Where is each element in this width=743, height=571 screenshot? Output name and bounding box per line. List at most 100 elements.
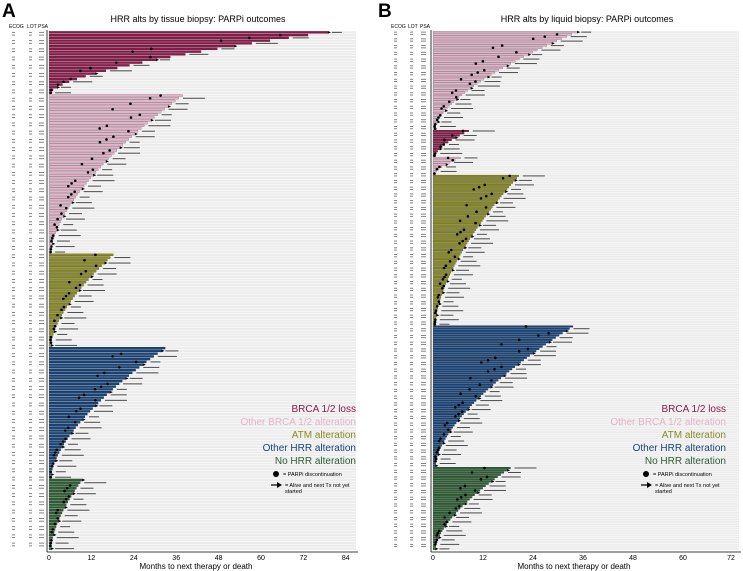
panel-b-annotation-mark bbox=[421, 490, 426, 491]
panel-b-annotation-mark bbox=[421, 263, 426, 264]
panel-a-annotation-mark bbox=[29, 97, 32, 99]
panel-a-annotation-mark bbox=[12, 435, 15, 437]
panel-b-row-lane bbox=[433, 222, 739, 224]
panel-a-annotation-mark bbox=[12, 526, 15, 528]
panel-a-discontinuation-dot bbox=[115, 61, 118, 64]
panel-b-annotation-mark bbox=[421, 58, 426, 60]
panel-a-annotation-mark bbox=[29, 257, 32, 258]
panel-a-annotation-mark bbox=[12, 229, 15, 231]
panel-b-annotation-mark bbox=[421, 483, 426, 485]
panel-a-row-lane bbox=[49, 160, 356, 163]
panel-a-annotation-mark bbox=[39, 353, 44, 355]
panel-a-row-lane bbox=[49, 190, 356, 193]
panel-a-annotation-mark bbox=[12, 388, 15, 390]
panel-b-gene-annotation bbox=[492, 211, 503, 213]
panel-a-bar bbox=[48, 253, 114, 256]
panel-a-bar bbox=[48, 481, 81, 484]
panel-b-alive-arrow bbox=[435, 464, 439, 468]
panel-b-gene-annotation bbox=[439, 319, 459, 321]
panel-b-bar bbox=[432, 536, 439, 539]
panel-b-annotation-mark bbox=[394, 31, 397, 33]
panel-b-annotation-mark bbox=[410, 510, 413, 512]
panel-b-annotation-mark bbox=[394, 411, 397, 413]
panel-b-annotation-mark bbox=[410, 350, 413, 352]
panel-a-annotation-mark bbox=[12, 59, 15, 61]
panel-a-gene-annotation bbox=[87, 284, 104, 286]
panel-a-row-lane bbox=[49, 511, 356, 515]
panel-a-annotation-mark bbox=[29, 254, 32, 256]
panel-b-gene-annotation bbox=[570, 36, 587, 38]
panel-a-annotation-mark bbox=[39, 303, 44, 305]
panel-b-bar bbox=[432, 121, 438, 123]
panel-a-discontinuation-dot bbox=[54, 511, 58, 515]
panel-b-gene-annotation bbox=[495, 480, 506, 482]
panel-b-discontinuation-dot bbox=[444, 273, 448, 277]
panel-a-discontinuation-dot bbox=[49, 248, 53, 251]
panel-a-annotation-mark bbox=[39, 394, 44, 396]
panel-b-discontinuation-dot bbox=[434, 457, 438, 461]
panel-b-bar bbox=[432, 482, 489, 485]
panel-a-row-lane bbox=[49, 509, 356, 512]
panel-a-annotation-mark bbox=[29, 306, 32, 308]
panel-a-annotation-mark bbox=[29, 493, 32, 495]
panel-b-annotation-mark bbox=[410, 388, 413, 390]
panel-b-annotation-mark bbox=[421, 47, 426, 49]
panel-a-bar bbox=[48, 64, 130, 67]
panel-a-annotation-mark bbox=[39, 419, 44, 421]
panel-a-bar bbox=[48, 66, 118, 70]
panel-b-row-lane bbox=[433, 62, 739, 65]
panel-b-annotation-mark bbox=[394, 47, 397, 49]
panel-b-row-lane bbox=[433, 40, 739, 43]
panel-a-annotation-mark bbox=[12, 331, 15, 333]
panel-a-annotation-mark bbox=[39, 232, 44, 234]
panel-a-gene-annotation bbox=[73, 81, 93, 83]
panel-a-annotation-mark bbox=[39, 427, 44, 429]
panel-a-gene-annotation bbox=[189, 53, 209, 55]
panel-a-annotation-mark bbox=[12, 306, 15, 308]
panel-b-annotation-mark bbox=[394, 465, 397, 467]
panel-b-row-lane bbox=[433, 100, 739, 103]
panel-a-row-lane bbox=[49, 196, 356, 199]
panel-b-annotation-mark bbox=[394, 195, 397, 197]
panel-a-annotation-mark bbox=[29, 232, 32, 234]
panel-b-annotation-mark bbox=[394, 523, 397, 525]
panel-b-discontinuation-dot bbox=[433, 127, 437, 131]
panel-a-annotation-mark bbox=[29, 215, 32, 217]
panel-a-row-lane bbox=[49, 404, 356, 407]
panel-a-annotation-mark bbox=[29, 419, 32, 421]
panel-b-annotation-mark bbox=[421, 438, 426, 440]
panel-a-row-lane bbox=[49, 278, 356, 281]
panel-a-discontinuation-dot bbox=[73, 421, 77, 424]
panel-b-annotation-mark bbox=[394, 348, 397, 350]
panel-b-bar bbox=[432, 408, 468, 411]
panel-a-annotation-mark bbox=[39, 281, 44, 283]
panel-a-annotation-mark bbox=[12, 64, 15, 66]
panel-a-row-lane bbox=[49, 456, 356, 460]
panel-a-row-lane bbox=[49, 316, 356, 320]
panel-a-tick-36: 36 bbox=[172, 555, 180, 562]
panel-a-bar bbox=[48, 377, 126, 380]
panel-b-annotation-mark bbox=[410, 33, 413, 35]
panel-b-annotation-mark bbox=[421, 290, 426, 291]
panel-b-row-lane bbox=[433, 51, 739, 54]
panel-a-alive-arrow bbox=[51, 344, 55, 347]
panel-b-bar bbox=[432, 359, 524, 362]
panel-a-discontinuation-dot bbox=[70, 193, 73, 196]
panel-b-gene-annotation bbox=[541, 49, 561, 51]
panel-b-annotation-mark bbox=[394, 431, 397, 433]
panel-b-bar bbox=[432, 186, 510, 189]
panel-a-annotation-mark bbox=[39, 295, 44, 297]
panel-a-bar bbox=[48, 116, 155, 119]
panel-a-annotation-mark bbox=[12, 364, 15, 366]
panel-b-annotation-mark bbox=[410, 341, 413, 343]
panel-a-row-lane bbox=[49, 322, 356, 325]
panel-a-row-lane bbox=[49, 135, 356, 138]
panel-b-bar bbox=[432, 372, 507, 375]
panel-b-row-lane bbox=[433, 219, 739, 222]
panel-b-row-lane bbox=[433, 253, 739, 256]
panel-a-bar bbox=[48, 498, 70, 501]
panel-a-annotation-mark bbox=[29, 372, 32, 374]
panel-b-annotation-mark bbox=[394, 276, 397, 278]
panel-b-legend: BRCA 1/2 loss Other BRCA 1/2 alteration … bbox=[610, 404, 726, 495]
panel-a-alive-arrow bbox=[57, 85, 61, 89]
